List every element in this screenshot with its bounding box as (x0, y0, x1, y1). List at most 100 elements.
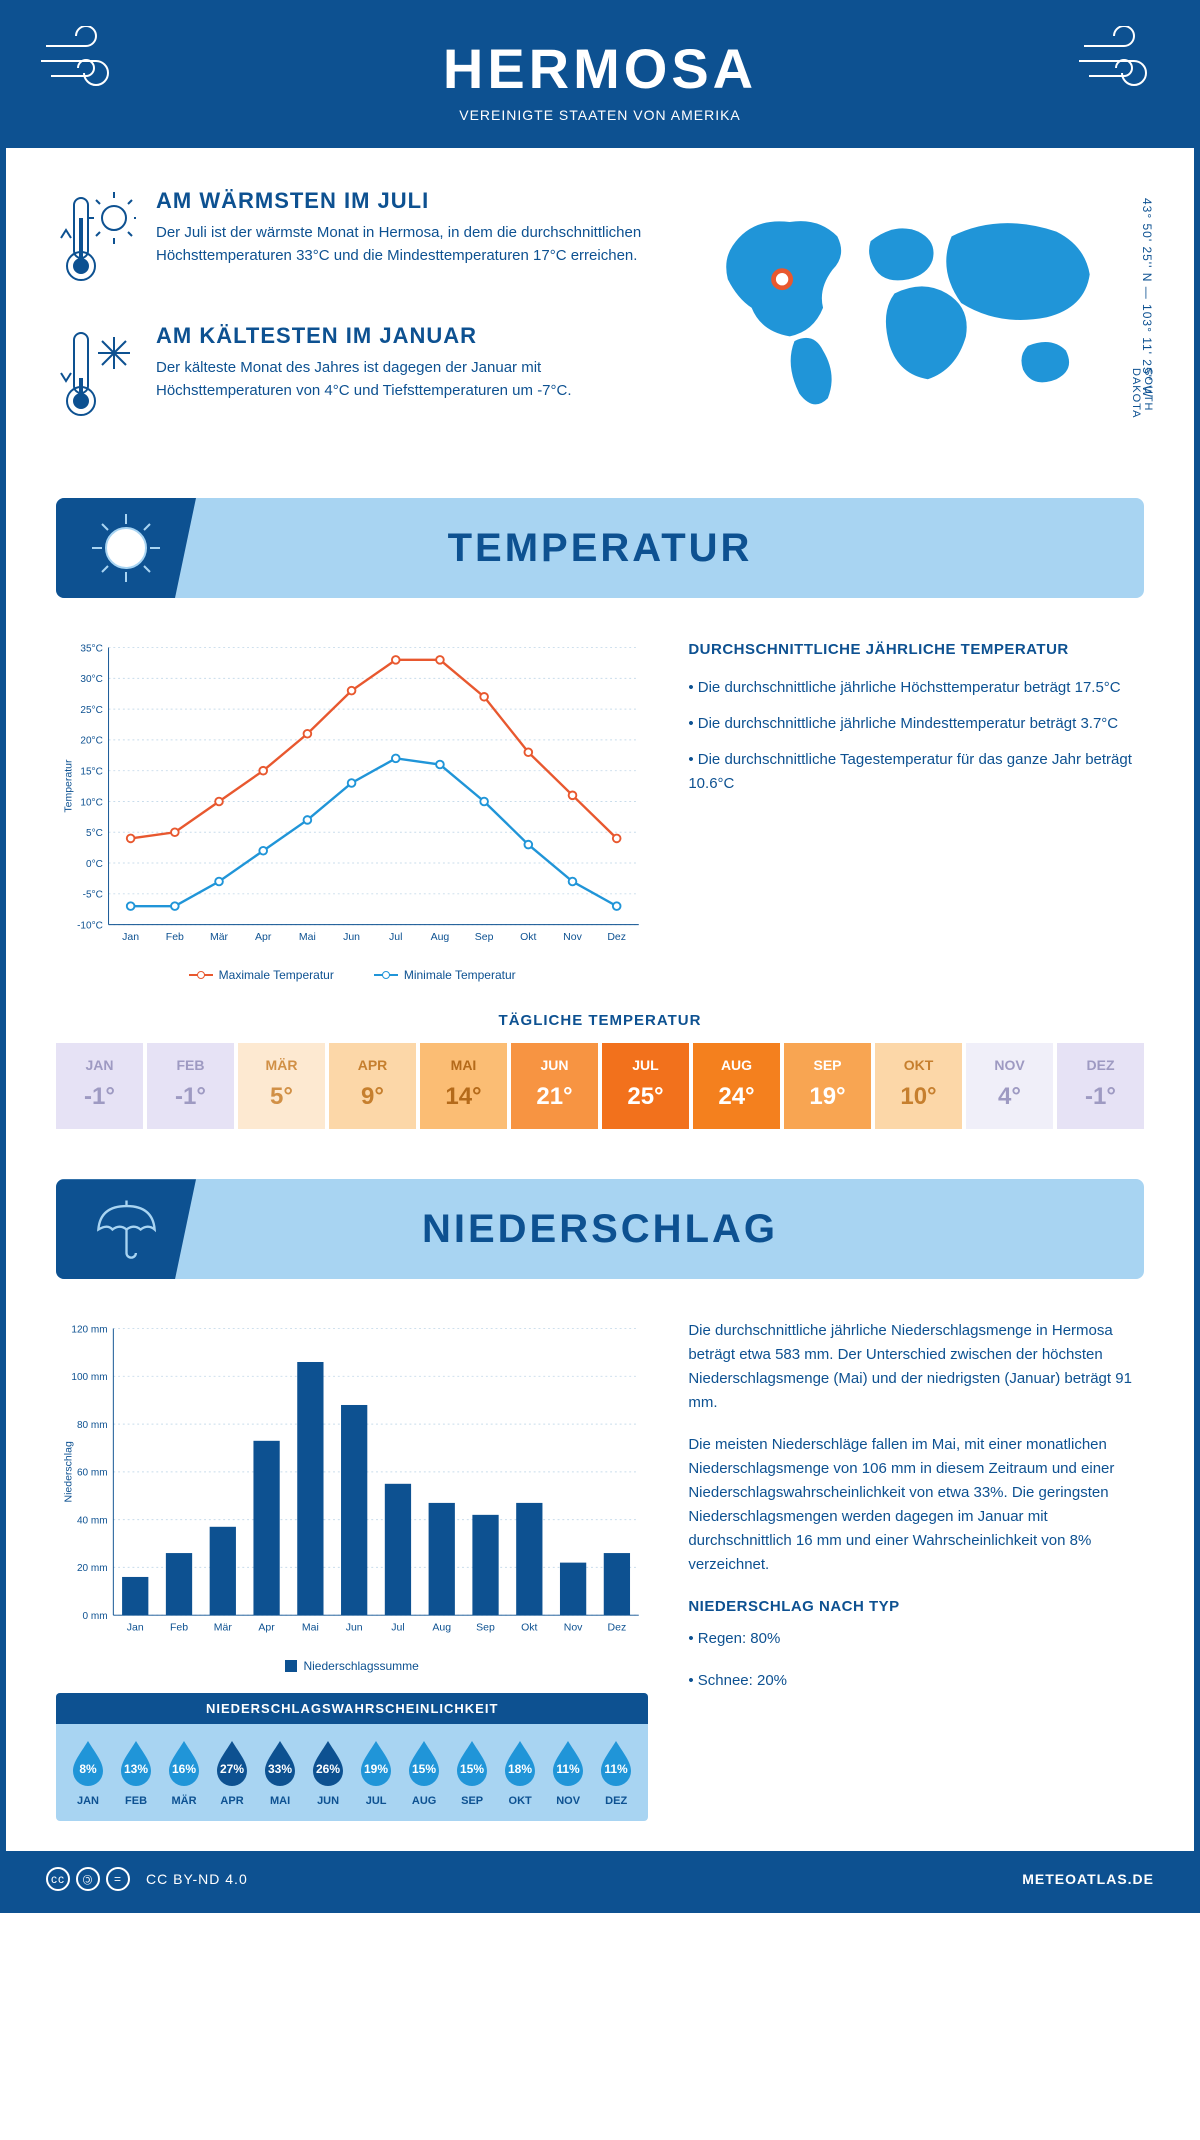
svg-text:120 mm: 120 mm (71, 1325, 107, 1336)
daily-cell: JUL25° (602, 1043, 689, 1129)
svg-text:11%: 11% (556, 1762, 580, 1776)
sun-icon (56, 498, 196, 598)
hottest-title: AM WÄRMSTEN IM JULI (156, 188, 664, 214)
prob-title: NIEDERSCHLAGSWAHRSCHEINLICHKEIT (56, 1693, 648, 1724)
svg-text:40 mm: 40 mm (77, 1516, 108, 1527)
svg-text:Feb: Feb (166, 931, 184, 943)
svg-text:Jul: Jul (391, 1622, 404, 1634)
svg-text:15%: 15% (460, 1762, 484, 1776)
svg-text:-5°C: -5°C (83, 890, 103, 901)
probability-drop: 19%JUL (355, 1738, 397, 1807)
svg-text:33%: 33% (268, 1762, 292, 1776)
temperature-title: TEMPERATUR (448, 526, 753, 571)
daily-cell: APR9° (329, 1043, 416, 1129)
legend-max: Maximale Temperatur (219, 968, 334, 982)
summary-title: DURCHSCHNITTLICHE JÄHRLICHE TEMPERATUR (688, 638, 1144, 662)
svg-text:Dez: Dez (607, 931, 626, 943)
svg-text:Mär: Mär (214, 1622, 233, 1634)
precip-text-2: Die meisten Niederschläge fallen im Mai,… (688, 1433, 1144, 1577)
probability-drop: 18%OKT (499, 1738, 541, 1807)
header-banner: HERMOSA VEREINIGTE STAATEN VON AMERIKA (6, 6, 1194, 148)
precip-bytype-title: NIEDERSCHLAG NACH TYP (688, 1595, 1144, 1619)
license-block: cc 🄯 = CC BY-ND 4.0 (46, 1867, 248, 1891)
probability-drop: 11%NOV (547, 1738, 589, 1807)
svg-text:Niederschlag: Niederschlag (62, 1441, 74, 1502)
daily-temp-title: TÄGLICHE TEMPERATUR (56, 1012, 1144, 1029)
svg-text:Mär: Mär (210, 931, 229, 943)
daily-cell: DEZ-1° (1057, 1043, 1144, 1129)
svg-text:100 mm: 100 mm (71, 1372, 107, 1383)
precip-text-1: Die durchschnittliche jährliche Niedersc… (688, 1319, 1144, 1415)
svg-text:16%: 16% (172, 1762, 196, 1776)
probability-drop: 16%MÄR (163, 1738, 205, 1807)
bar-chart-legend: Niederschlagssumme (56, 1659, 648, 1673)
region-label: SOUTH DAKOTA (1130, 368, 1154, 458)
probability-drop: 15%SEP (451, 1738, 493, 1807)
brand-label: METEOATLAS.DE (1022, 1871, 1154, 1887)
hottest-text: Der Juli ist der wärmste Monat in Hermos… (156, 222, 664, 267)
probability-drop: 13%FEB (115, 1738, 157, 1807)
intro-row: AM WÄRMSTEN IM JULI Der Juli ist der wär… (56, 188, 1144, 458)
svg-text:20°C: 20°C (80, 736, 102, 747)
svg-text:Okt: Okt (521, 1622, 537, 1634)
temperature-summary: DURCHSCHNITTLICHE JÄHRLICHE TEMPERATUR •… (688, 638, 1144, 982)
svg-text:18%: 18% (508, 1762, 532, 1776)
probability-drop: 8%JAN (67, 1738, 109, 1807)
legend-min: Minimale Temperatur (404, 968, 516, 982)
svg-text:26%: 26% (316, 1762, 340, 1776)
bar-legend-label: Niederschlagssumme (303, 1659, 418, 1673)
svg-text:Mai: Mai (302, 1622, 319, 1634)
temperature-line-chart: Temperatur-10°C-5°C0°C5°C10°C15°C20°C25°… (56, 638, 648, 982)
precip-bar-chart: Niederschlag0 mm20 mm40 mm60 mm80 mm100 … (56, 1319, 648, 1644)
svg-text:Nov: Nov (563, 931, 582, 943)
nd-icon: = (106, 1867, 130, 1891)
temperature-banner: TEMPERATUR (56, 498, 1144, 598)
world-map: 43° 50' 25'' N — 103° 11' 25'' W SOUTH D… (704, 188, 1144, 458)
precip-title: NIEDERSCHLAG (422, 1207, 778, 1252)
cc-icon: cc (46, 1867, 70, 1891)
svg-text:Jun: Jun (343, 931, 360, 943)
svg-text:20 mm: 20 mm (77, 1563, 108, 1574)
daily-cell: MÄR5° (238, 1043, 325, 1129)
svg-text:Feb: Feb (170, 1622, 188, 1634)
svg-text:Sep: Sep (476, 1622, 495, 1634)
precip-rain: • Regen: 80% (688, 1627, 1144, 1651)
svg-text:Jul: Jul (389, 931, 402, 943)
probability-drop: 26%JUN (307, 1738, 349, 1807)
svg-text:8%: 8% (79, 1762, 97, 1776)
footer: cc 🄯 = CC BY-ND 4.0 METEOATLAS.DE (6, 1851, 1194, 1907)
license-label: CC BY-ND 4.0 (146, 1871, 248, 1887)
svg-text:60 mm: 60 mm (77, 1468, 108, 1479)
svg-text:30°C: 30°C (80, 674, 102, 685)
probability-drop: 11%DEZ (595, 1738, 637, 1807)
svg-text:Sep: Sep (475, 931, 494, 943)
svg-text:Mai: Mai (299, 931, 316, 943)
coldest-text: Der kälteste Monat des Jahres ist dagege… (156, 357, 664, 402)
svg-text:Apr: Apr (255, 931, 272, 943)
probability-drop: 15%AUG (403, 1738, 445, 1807)
precip-snow: • Schnee: 20% (688, 1669, 1144, 1693)
coldest-title: AM KÄLTESTEN IM JANUAR (156, 323, 664, 349)
page-subtitle: VEREINIGTE STAATEN VON AMERIKA (6, 107, 1194, 123)
by-icon: 🄯 (76, 1867, 100, 1891)
svg-text:Aug: Aug (431, 931, 450, 943)
coldest-block: AM KÄLTESTEN IM JANUAR Der kälteste Mona… (56, 323, 664, 428)
svg-text:Nov: Nov (564, 1622, 583, 1634)
svg-text:13%: 13% (124, 1762, 148, 1776)
svg-text:Apr: Apr (258, 1622, 275, 1634)
precip-probability-box: NIEDERSCHLAGSWAHRSCHEINLICHKEIT 8%JAN13%… (56, 1693, 648, 1821)
thermometer-snow-icon (56, 323, 136, 428)
svg-text:-10°C: -10°C (77, 920, 103, 931)
svg-text:25°C: 25°C (80, 705, 102, 716)
daily-cell: SEP19° (784, 1043, 871, 1129)
svg-text:35°C: 35°C (80, 643, 102, 654)
svg-text:Jun: Jun (346, 1622, 363, 1634)
svg-text:Jan: Jan (127, 1622, 144, 1634)
daily-cell: OKT10° (875, 1043, 962, 1129)
probability-drop: 33%MAI (259, 1738, 301, 1807)
daily-temp-grid: JAN-1°FEB-1°MÄR5°APR9°MAI14°JUN21°JUL25°… (56, 1043, 1144, 1129)
daily-cell: JAN-1° (56, 1043, 143, 1129)
svg-text:11%: 11% (604, 1762, 628, 1776)
daily-cell: FEB-1° (147, 1043, 234, 1129)
wind-icon (36, 26, 126, 96)
